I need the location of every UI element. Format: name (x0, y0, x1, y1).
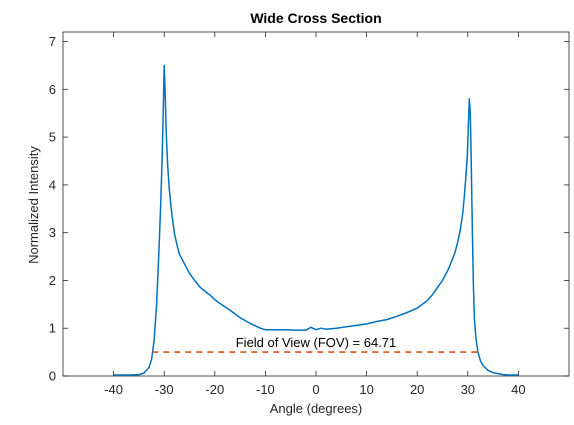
x-tick-label: -40 (104, 382, 123, 397)
x-tick-label: -10 (256, 382, 275, 397)
y-tick-label: 6 (49, 82, 56, 97)
y-tick-label: 4 (49, 177, 56, 192)
y-tick-label: 2 (49, 273, 56, 288)
x-tick-label: 20 (410, 382, 424, 397)
x-tick-label: 10 (359, 382, 373, 397)
y-tick-label: 3 (49, 225, 56, 240)
fov-annotation: Field of View (FOV) = 64.71 (236, 335, 397, 350)
axis-ticks: -40 -30 -20 -10 0 10 20 30 40 0 1 2 3 4 5 6 7 (49, 32, 569, 397)
x-tick-label: 0 (312, 382, 319, 397)
y-tick-label: 5 (49, 130, 56, 145)
y-tick-label: 7 (49, 34, 56, 49)
y-axis-label: Normalized Intensity (26, 146, 41, 264)
x-tick-label: -20 (205, 382, 224, 397)
y-tick-label: 0 (49, 369, 56, 384)
intensity-line (113, 64, 519, 376)
x-tick-label: 40 (511, 382, 525, 397)
chart-title: Wide Cross Section (250, 10, 381, 26)
x-axis-label: Angle (degrees) (270, 401, 363, 416)
y-tick-label: 1 (49, 321, 56, 336)
x-tick-label: -30 (155, 382, 174, 397)
x-tick-label: 30 (461, 382, 475, 397)
